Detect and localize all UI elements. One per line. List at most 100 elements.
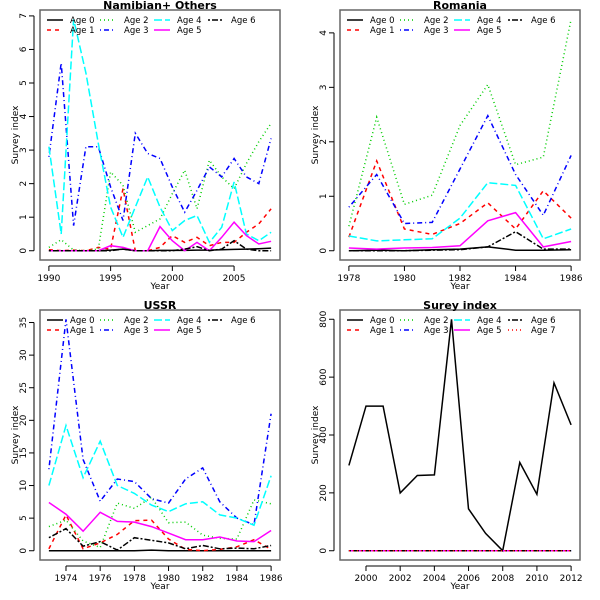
- plot-box: [339, 309, 581, 561]
- legend-label-age-0: Age 0: [370, 16, 395, 26]
- y-tick-label: 0: [319, 248, 329, 254]
- y-tick-label: 20: [19, 414, 29, 426]
- y-tick-label: 4: [19, 113, 29, 119]
- x-axis-label: Year: [149, 582, 169, 592]
- legend-label-age-3: Age 3: [424, 326, 449, 336]
- y-axis-label: Survey index: [11, 105, 21, 164]
- y-tick-label: 5: [19, 80, 29, 86]
- y-tick-label: 0: [19, 548, 29, 554]
- legend-label-age-3: Age 3: [124, 326, 149, 336]
- panel-2: USSR Year Survey index 1974 1976 1978 1980 1982…: [11, 299, 283, 592]
- y-tick-label: 15: [19, 447, 29, 458]
- panel-0: Namibian+ Others Year Survey index 1990 1995…: [11, 0, 281, 292]
- series-line-age-3: [48, 319, 272, 526]
- x-tick-label: 1978: [337, 274, 360, 284]
- legend-label-age-0: Age 0: [70, 316, 95, 326]
- series-line-age-3: [48, 62, 272, 226]
- legend-label-age-0: Age 0: [70, 16, 95, 26]
- legend-label-age-1: Age 1: [70, 26, 95, 36]
- x-tick-label: 1984: [504, 274, 527, 284]
- panel-1: Romania Year Survey index 1978 1980 1982 1984 1…: [311, 0, 583, 292]
- series-line-age-2: [48, 496, 272, 549]
- y-tick-label: 3: [319, 84, 329, 90]
- legend-label-age-6: Age 6: [531, 16, 556, 26]
- x-tick-label: 1980: [393, 274, 416, 284]
- legend-label-age-4: Age 4: [477, 16, 502, 26]
- series-line-age-6: [348, 230, 572, 252]
- legend-label-age-2: Age 2: [124, 316, 149, 326]
- x-tick-label: 2012: [560, 574, 583, 584]
- series-line-age-6: [48, 527, 272, 551]
- legend-label-age-3: Age 3: [124, 26, 149, 36]
- x-tick-label: 1995: [99, 274, 122, 284]
- legend-label-age-2: Age 2: [124, 16, 149, 26]
- y-tick-label: 2: [319, 139, 329, 145]
- chart-title: Surey index: [423, 299, 497, 312]
- x-tick-label: 2000: [355, 574, 378, 584]
- x-tick-label: 2008: [491, 574, 514, 584]
- x-axis-label: Year: [149, 282, 169, 292]
- legend-label-age-3: Age 3: [424, 26, 449, 36]
- y-tick-label: 800: [319, 310, 329, 327]
- legend-label-age-6: Age 6: [231, 316, 256, 326]
- legend-label-age-6: Age 6: [531, 316, 556, 326]
- y-tick-label: 10: [19, 480, 29, 492]
- y-tick-label: 3: [19, 147, 29, 153]
- y-tick-label: 5: [19, 515, 29, 521]
- series-line-age-1: [348, 158, 572, 238]
- legend-label-age-4: Age 4: [177, 16, 202, 26]
- series-line-age-5: [48, 501, 272, 543]
- legend-label-age-4: Age 4: [477, 316, 502, 326]
- y-tick-label: 2: [19, 181, 29, 187]
- x-tick-label: 1980: [157, 574, 180, 584]
- chart-title: USSR: [144, 299, 177, 312]
- y-tick-label: 25: [19, 382, 29, 393]
- legend-label-age-2: Age 2: [424, 316, 449, 326]
- x-tick-label: 1976: [89, 574, 112, 584]
- plot-box: [39, 309, 281, 561]
- x-axis-label: Year: [449, 582, 469, 592]
- y-tick-label: 1: [319, 193, 329, 199]
- y-tick-label: 4: [319, 30, 329, 36]
- series-line-age-4: [48, 422, 272, 527]
- series-line-age-0: [48, 549, 272, 552]
- legend-label-age-1: Age 1: [370, 326, 395, 336]
- x-tick-label: 2002: [389, 574, 412, 584]
- series-line-age-2: [48, 122, 272, 252]
- legend-label-age-6: Age 6: [231, 16, 256, 26]
- x-tick-label: 1986: [560, 274, 583, 284]
- legend-label-age-2: Age 2: [424, 16, 449, 26]
- x-tick-label: 2006: [457, 574, 480, 584]
- y-axis-label: Survey index: [311, 105, 321, 164]
- y-tick-label: 35: [19, 317, 29, 328]
- y-tick-label: 1: [19, 214, 29, 220]
- series-line-age-1: [48, 188, 272, 252]
- x-axis-label: Year: [449, 282, 469, 292]
- y-tick-label: 0: [319, 548, 329, 554]
- y-tick-label: 600: [319, 368, 329, 385]
- y-tick-label: 400: [319, 426, 329, 443]
- y-axis-label: Survey index: [311, 405, 321, 464]
- chart-title: Namibian+ Others: [103, 0, 217, 12]
- y-tick-label: 200: [319, 484, 329, 501]
- legend-label-age-5: Age 5: [477, 326, 502, 336]
- series-line-age-5: [48, 221, 272, 252]
- legend-label-age-7: Age 7: [531, 326, 556, 336]
- series-line-age-4: [348, 181, 572, 242]
- series-line-age-5: [348, 211, 572, 250]
- legend-label-age-4: Age 4: [177, 316, 202, 326]
- y-axis-label: Survey index: [11, 405, 21, 464]
- x-tick-label: 1990: [37, 274, 60, 284]
- series-line-age-3: [348, 114, 572, 225]
- x-tick-label: 1982: [449, 274, 472, 284]
- legend-label-age-1: Age 1: [70, 326, 95, 336]
- x-tick-label: 2000: [161, 274, 184, 284]
- x-tick-label: 1986: [260, 574, 283, 584]
- y-tick-label: 30: [19, 349, 29, 361]
- x-tick-label: 2010: [525, 574, 548, 584]
- y-tick-label: 6: [19, 46, 29, 52]
- legend-label-age-1: Age 1: [370, 26, 395, 36]
- plot-box: [339, 9, 581, 261]
